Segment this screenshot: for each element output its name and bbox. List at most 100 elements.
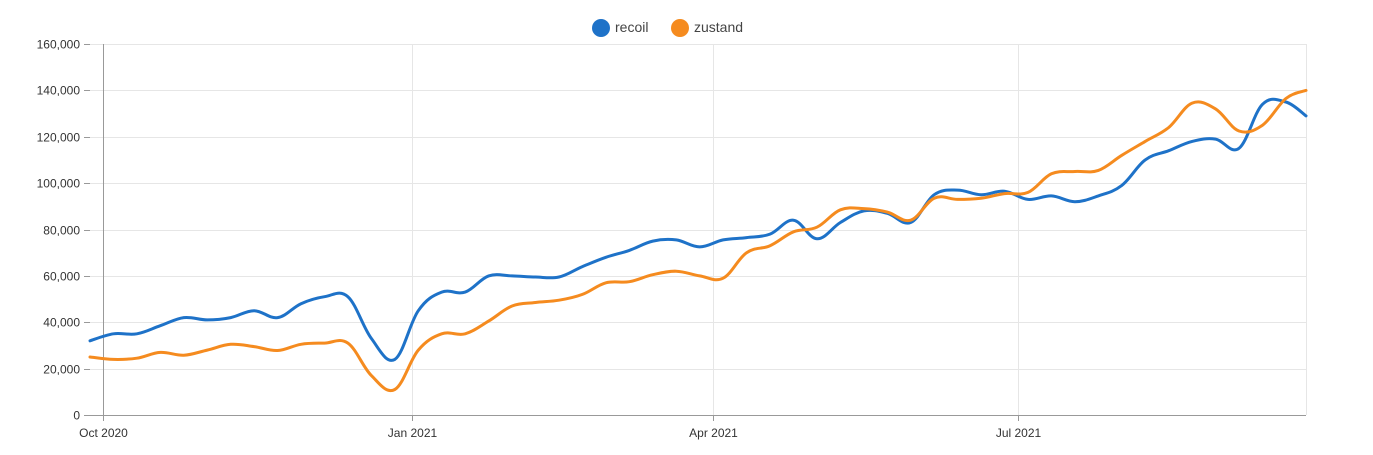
data-point-recoil[interactable] <box>1167 149 1171 153</box>
data-point-zustand[interactable] <box>698 274 702 278</box>
data-point-zustand[interactable] <box>1073 170 1077 174</box>
data-point-recoil[interactable] <box>792 218 796 222</box>
data-point-zustand[interactable] <box>252 345 256 349</box>
data-point-recoil[interactable] <box>627 248 631 252</box>
data-point-recoil[interactable] <box>158 324 162 328</box>
data-point-zustand[interactable] <box>393 388 397 392</box>
data-point-recoil[interactable] <box>276 316 280 320</box>
data-point-zustand[interactable] <box>1261 123 1265 127</box>
data-point-zustand[interactable] <box>88 355 92 359</box>
data-point-zustand[interactable] <box>111 357 115 361</box>
data-point-zustand[interactable] <box>1120 153 1124 157</box>
data-point-recoil[interactable] <box>393 357 397 361</box>
data-point-zustand[interactable] <box>416 348 420 352</box>
data-point-zustand[interactable] <box>721 276 725 280</box>
data-point-zustand[interactable] <box>580 292 584 296</box>
data-point-recoil[interactable] <box>463 290 467 294</box>
data-point-zustand[interactable] <box>1049 172 1053 176</box>
data-point-zustand[interactable] <box>299 342 303 346</box>
data-point-zustand[interactable] <box>792 230 796 234</box>
data-point-recoil[interactable] <box>1304 114 1308 118</box>
data-point-zustand[interactable] <box>651 273 655 277</box>
data-point-zustand[interactable] <box>229 342 233 346</box>
data-point-zustand[interactable] <box>909 218 913 222</box>
data-point-recoil[interactable] <box>1214 137 1218 141</box>
data-point-zustand[interactable] <box>885 210 889 214</box>
data-point-recoil[interactable] <box>768 232 772 236</box>
data-point-zustand[interactable] <box>276 349 280 353</box>
data-point-recoil[interactable] <box>440 290 444 294</box>
data-point-recoil[interactable] <box>651 239 655 243</box>
legend-item-recoil[interactable]: recoil <box>592 19 648 37</box>
legend-item-zustand[interactable]: zustand <box>671 19 743 37</box>
data-point-zustand[interactable] <box>346 341 350 345</box>
data-point-recoil[interactable] <box>1190 139 1194 143</box>
data-point-recoil[interactable] <box>487 274 491 278</box>
data-point-recoil[interactable] <box>1237 146 1241 150</box>
data-point-zustand[interactable] <box>1190 101 1194 105</box>
data-point-zustand[interactable] <box>534 301 538 305</box>
data-point-zustand[interactable] <box>440 332 444 336</box>
data-point-zustand[interactable] <box>487 319 491 323</box>
data-point-zustand[interactable] <box>838 208 842 212</box>
data-point-zustand[interactable] <box>1304 88 1308 92</box>
data-point-recoil[interactable] <box>698 245 702 249</box>
data-point-recoil[interactable] <box>1096 194 1100 198</box>
data-point-recoil[interactable] <box>557 275 561 279</box>
data-point-zustand[interactable] <box>182 353 186 357</box>
data-point-zustand[interactable] <box>158 350 162 354</box>
data-point-zustand[interactable] <box>510 304 514 308</box>
data-point-zustand[interactable] <box>1214 107 1218 111</box>
legend[interactable]: recoil zustand <box>592 19 743 37</box>
data-point-zustand[interactable] <box>745 251 749 255</box>
data-point-zustand[interactable] <box>604 281 608 285</box>
data-point-recoil[interactable] <box>534 275 538 279</box>
data-point-zustand[interactable] <box>956 197 960 201</box>
data-point-zustand[interactable] <box>369 374 373 378</box>
data-point-zustand[interactable] <box>815 225 819 229</box>
data-point-zustand[interactable] <box>205 348 209 352</box>
data-point-zustand[interactable] <box>979 196 983 200</box>
data-point-zustand[interactable] <box>1237 129 1241 133</box>
data-point-recoil[interactable] <box>1120 183 1124 187</box>
data-point-recoil[interactable] <box>838 221 842 225</box>
data-point-recoil[interactable] <box>745 236 749 240</box>
data-point-zustand[interactable] <box>768 244 772 248</box>
data-point-zustand[interactable] <box>323 341 327 345</box>
data-point-zustand[interactable] <box>135 356 139 360</box>
data-point-zustand[interactable] <box>463 332 467 336</box>
data-point-recoil[interactable] <box>721 238 725 242</box>
data-point-recoil[interactable] <box>369 337 373 341</box>
data-point-zustand[interactable] <box>1096 168 1100 172</box>
data-point-zustand[interactable] <box>932 196 936 200</box>
data-point-recoil[interactable] <box>510 274 514 278</box>
data-point-recoil[interactable] <box>182 316 186 320</box>
data-point-recoil[interactable] <box>346 295 350 299</box>
data-point-recoil[interactable] <box>1026 197 1030 201</box>
data-point-recoil[interactable] <box>252 309 256 313</box>
data-point-zustand[interactable] <box>627 280 631 284</box>
data-point-zustand[interactable] <box>1167 126 1171 130</box>
data-point-recoil[interactable] <box>135 332 139 336</box>
data-point-recoil[interactable] <box>815 237 819 241</box>
data-point-recoil[interactable] <box>323 295 327 299</box>
data-point-recoil[interactable] <box>674 238 678 242</box>
data-point-recoil[interactable] <box>932 193 936 197</box>
data-point-recoil[interactable] <box>580 265 584 269</box>
data-point-recoil[interactable] <box>604 255 608 259</box>
data-point-recoil[interactable] <box>299 302 303 306</box>
series-line-zustand[interactable] <box>88 88 1308 393</box>
data-point-recoil[interactable] <box>1143 158 1147 162</box>
data-point-recoil[interactable] <box>979 193 983 197</box>
data-point-zustand[interactable] <box>862 207 866 211</box>
data-point-zustand[interactable] <box>557 298 561 302</box>
data-point-recoil[interactable] <box>229 316 233 320</box>
series-line-recoil[interactable] <box>88 97 1308 362</box>
data-point-recoil[interactable] <box>111 332 115 336</box>
data-point-recoil[interactable] <box>1049 194 1053 198</box>
data-point-zustand[interactable] <box>1143 139 1147 143</box>
data-point-recoil[interactable] <box>205 318 209 322</box>
data-point-recoil[interactable] <box>1261 102 1265 106</box>
data-point-recoil[interactable] <box>88 339 92 343</box>
data-point-recoil[interactable] <box>956 188 960 192</box>
